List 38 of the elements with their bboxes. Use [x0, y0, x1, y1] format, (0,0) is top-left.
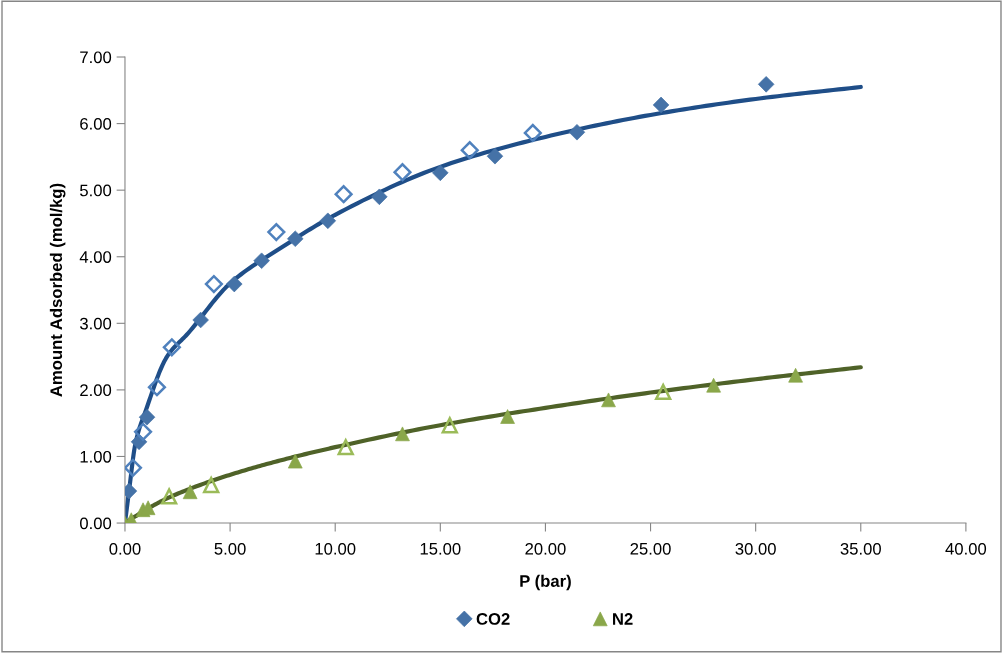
y-tick-label: 4.00	[79, 251, 112, 263]
point	[133, 422, 153, 441]
legend-label: N2	[613, 613, 633, 625]
x-tick-label: 10.00	[315, 542, 356, 555]
point	[441, 416, 458, 434]
point	[226, 275, 243, 293]
x-tick-label: 35.00	[840, 542, 881, 555]
y-tick-label: 6.00	[80, 117, 112, 130]
x-tick-label: 5.00	[214, 542, 246, 555]
y-tick-label: 0.00	[80, 517, 112, 530]
y-axis-title: Amount Adsorbed (mol/kg)	[49, 183, 66, 397]
y-tick-label: 2.00	[80, 384, 112, 397]
x-tick-label: 20.00	[525, 542, 566, 555]
y-tick-label: 1.00	[80, 450, 112, 463]
point	[337, 438, 354, 456]
x-tick-label: 30.00	[735, 542, 776, 555]
point	[124, 458, 143, 477]
point	[460, 141, 479, 160]
x-tick-label: 25.00	[630, 542, 671, 555]
x-tick-label: 0.00	[109, 542, 141, 555]
point	[162, 338, 181, 357]
x-axis-title: P (bar)	[520, 574, 571, 591]
y-tick-label: 7.00	[80, 51, 112, 64]
point	[202, 476, 220, 494]
x-tick-label: 15.00	[420, 542, 461, 555]
point	[147, 378, 167, 397]
x-tick-label: 40.00	[945, 542, 987, 555]
point	[393, 163, 412, 182]
point	[192, 311, 209, 329]
legend-label: CO2	[476, 613, 510, 625]
y-tick-label: 3.00	[79, 317, 112, 330]
point	[204, 274, 224, 294]
y-tick-label: 5.00	[80, 184, 112, 197]
point	[654, 383, 672, 401]
point	[267, 223, 286, 242]
point	[160, 488, 178, 505]
point	[523, 123, 542, 143]
point	[334, 185, 353, 204]
